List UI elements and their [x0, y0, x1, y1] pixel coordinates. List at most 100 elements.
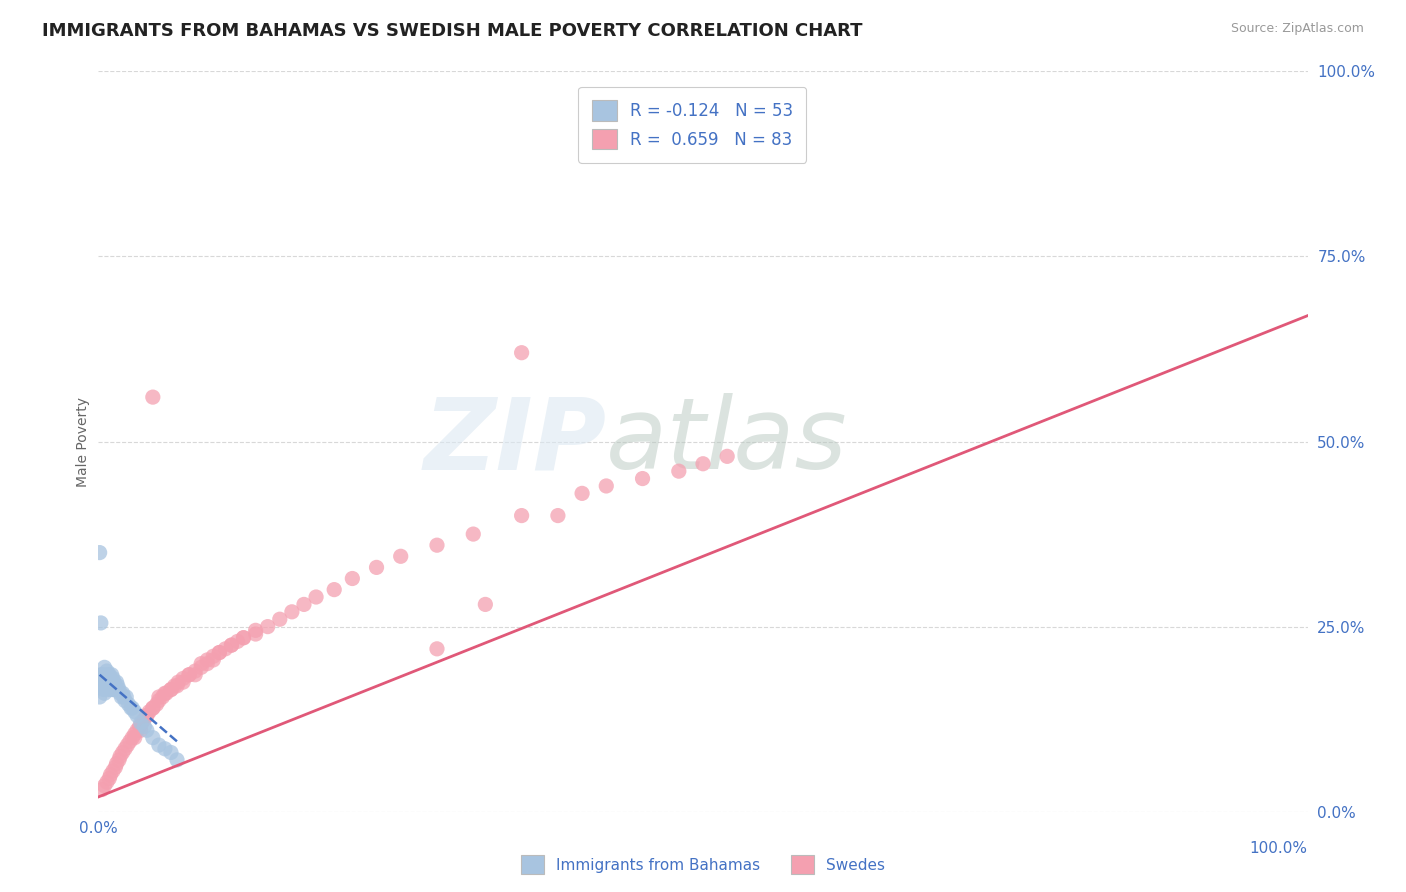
Point — [160, 746, 183, 760]
Point — [208, 646, 231, 660]
Point — [108, 749, 131, 764]
Point — [127, 708, 149, 723]
Point — [135, 708, 157, 723]
Point — [152, 690, 174, 704]
Point — [323, 582, 346, 597]
Point — [134, 720, 156, 734]
Point — [342, 572, 364, 586]
Point — [595, 479, 617, 493]
Point — [138, 705, 160, 719]
Point — [202, 649, 225, 664]
Point — [128, 720, 150, 734]
Point — [98, 772, 121, 786]
Point — [100, 672, 122, 686]
Point — [96, 682, 118, 697]
Text: atlas: atlas — [606, 393, 848, 490]
Point — [100, 667, 122, 681]
Point — [97, 672, 120, 686]
Point — [221, 638, 243, 652]
Point — [121, 731, 143, 745]
Point — [179, 667, 201, 681]
Legend: R = -0.124   N = 53, R =  0.659   N = 83: R = -0.124 N = 53, R = 0.659 N = 83 — [578, 87, 807, 162]
Point — [96, 664, 118, 678]
Point — [208, 646, 231, 660]
Point — [108, 686, 131, 700]
Point — [91, 782, 114, 797]
Point — [120, 701, 142, 715]
Point — [124, 731, 146, 745]
Text: ZIP: ZIP — [423, 393, 606, 490]
Point — [91, 682, 114, 697]
Point — [716, 450, 738, 464]
Point — [93, 779, 115, 793]
Point — [389, 549, 412, 564]
Point — [166, 679, 188, 693]
Point — [108, 753, 131, 767]
Point — [142, 731, 165, 745]
Point — [463, 527, 485, 541]
Point — [269, 612, 291, 626]
Point — [172, 675, 194, 690]
Point — [202, 653, 225, 667]
Point — [163, 679, 186, 693]
Point — [91, 672, 114, 686]
Point — [93, 675, 115, 690]
Point — [107, 679, 129, 693]
Point — [195, 657, 218, 671]
Point — [94, 679, 117, 693]
Point — [547, 508, 569, 523]
Point — [571, 486, 593, 500]
Point — [245, 627, 267, 641]
Point — [232, 631, 254, 645]
Point — [124, 705, 146, 719]
Point — [98, 667, 121, 681]
Point — [190, 657, 212, 671]
Point — [179, 667, 201, 681]
Legend: Immigrants from Bahamas, Swedes: Immigrants from Bahamas, Swedes — [515, 849, 891, 880]
Point — [148, 694, 170, 708]
Point — [148, 738, 170, 752]
Point — [118, 698, 141, 712]
Point — [100, 682, 122, 697]
Point — [108, 682, 131, 697]
Point — [117, 738, 139, 752]
Point — [131, 715, 153, 730]
Point — [155, 686, 177, 700]
Point — [93, 686, 115, 700]
Point — [426, 538, 449, 552]
Point — [172, 672, 194, 686]
Point — [167, 675, 190, 690]
Point — [101, 672, 124, 686]
Point — [104, 760, 127, 774]
Point — [101, 764, 124, 778]
Point — [103, 682, 125, 697]
Point — [134, 712, 156, 726]
Point — [100, 679, 122, 693]
Point — [221, 638, 243, 652]
Point — [214, 641, 236, 656]
Point — [114, 741, 136, 756]
Point — [160, 682, 183, 697]
Point — [153, 686, 176, 700]
Point — [366, 560, 388, 574]
Point — [90, 667, 112, 681]
Point — [129, 723, 152, 738]
Point — [91, 667, 114, 681]
Text: Source: ZipAtlas.com: Source: ZipAtlas.com — [1230, 22, 1364, 36]
Text: 100.0%: 100.0% — [1250, 841, 1308, 856]
Point — [153, 741, 176, 756]
Point — [184, 664, 207, 678]
Point — [89, 546, 111, 560]
Point — [105, 675, 128, 690]
Point — [112, 690, 135, 704]
Point — [100, 767, 122, 781]
Point — [160, 682, 183, 697]
Point — [91, 679, 114, 693]
Point — [148, 690, 170, 704]
Point — [145, 698, 167, 712]
Point — [105, 682, 128, 697]
Point — [631, 471, 654, 485]
Point — [105, 756, 128, 771]
Point — [90, 615, 112, 630]
Point — [93, 660, 115, 674]
